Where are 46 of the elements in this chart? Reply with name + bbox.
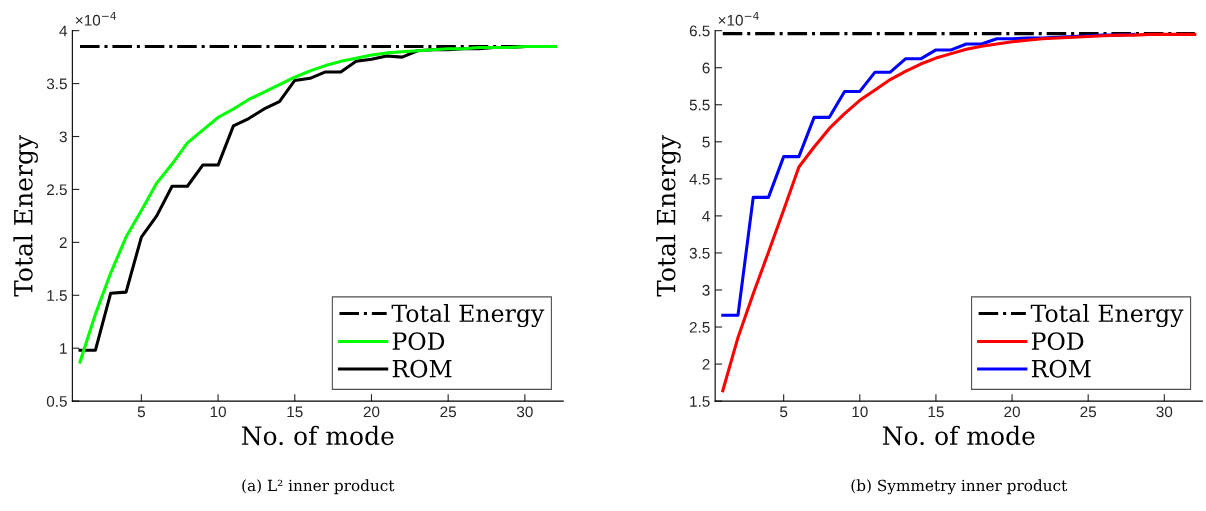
x-tick-label: 5: [780, 406, 788, 418]
y-tick-label: 2.5: [47, 184, 67, 196]
text: (b) Symmetry inner product: [851, 479, 1068, 495]
legend-label: Total Energy: [391, 303, 545, 328]
y-tick-label: 2.5: [689, 321, 710, 333]
y-tick-label: 0.5: [46, 396, 67, 407]
x-tick-label: 10: [852, 406, 868, 418]
x-tick-label: 30: [1156, 406, 1173, 418]
x-tick-label: 15: [928, 406, 944, 418]
x-tick-label: 25: [440, 406, 457, 418]
text: ×10$^{−4}$: [718, 11, 759, 26]
x-tick-label: 5: [137, 406, 145, 418]
y-tick-label: 4: [702, 210, 710, 222]
y-tick-label: 3: [59, 131, 67, 143]
y-tick-label: 4: [59, 25, 68, 37]
x-tick-label: 20: [1004, 406, 1020, 418]
x-tick-label: 20: [363, 406, 380, 418]
legend-label: POD: [392, 332, 445, 351]
y-tick-label: 2: [702, 358, 710, 370]
y-axis-title: Total Energy: [13, 135, 38, 297]
x-axis-title: No. of mode: [882, 425, 1035, 446]
y-tick-label: 2: [59, 237, 67, 248]
y-tick-label: 3: [702, 284, 710, 296]
y-tick-label: 6.5: [689, 25, 710, 37]
x-tick-label: 15: [287, 406, 303, 418]
text: ×10$^{−4}$: [75, 11, 117, 26]
text: (a) L² inner product: [242, 479, 395, 495]
y-tick-label: 1.5: [690, 396, 710, 407]
x-tick-label: 30: [516, 406, 533, 418]
y-tick-label: 1.5: [47, 290, 67, 301]
y-tick-label: 5: [702, 136, 710, 148]
legend-label: ROM: [1031, 359, 1091, 378]
x-axis-title: No. of mode: [241, 425, 394, 446]
y-tick-label: 1: [60, 343, 67, 354]
y-tick-label: 6: [702, 62, 710, 74]
y-tick-label: 4.5: [689, 173, 710, 185]
y-axis-title: Total Energy: [656, 135, 681, 297]
x-tick-label: 10: [210, 406, 226, 418]
x-tick-label: 25: [1080, 406, 1097, 418]
legend-label: POD: [1031, 332, 1084, 351]
y-tick-label: 5.5: [689, 99, 710, 111]
legend-label: Total Energy: [1030, 303, 1184, 328]
legend-label: ROM: [392, 359, 452, 378]
y-tick-label: 3.5: [46, 78, 67, 90]
line-series: [721, 32, 1197, 393]
y-tick-label: 3.5: [689, 247, 710, 259]
